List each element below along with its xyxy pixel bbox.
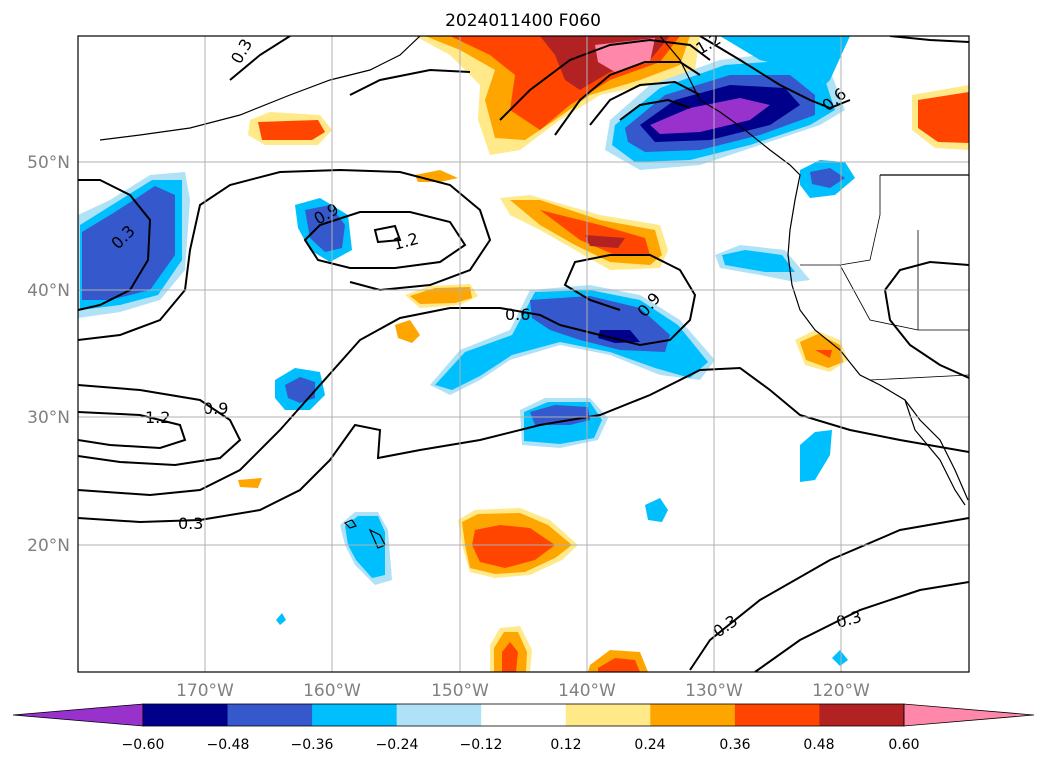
- contour-line: [889, 36, 969, 43]
- colorbar-frame: [142, 703, 905, 727]
- contour-line: [78, 411, 187, 450]
- lon-label: 140°W: [558, 681, 616, 701]
- negative-region: [82, 186, 175, 300]
- positive-region: [585, 235, 625, 248]
- colorbar-tick-label: 0.60: [888, 737, 919, 753]
- lon-label: 130°W: [685, 681, 743, 701]
- colorbar-extend-low: [12, 703, 144, 727]
- positive-region: [598, 658, 640, 672]
- latitude-labels: 50°N 40°N 30°N 20°N: [27, 153, 70, 556]
- colorbar-tick-label: 0.24: [634, 737, 665, 753]
- contour-line: [78, 168, 492, 341]
- lon-label: 170°W: [176, 681, 234, 701]
- lat-label: 20°N: [27, 536, 70, 556]
- contour-line: [619, 98, 691, 121]
- lon-label: 160°W: [303, 681, 361, 701]
- contour-line: [229, 36, 291, 81]
- coastlines: [99, 36, 969, 549]
- negative-region: [810, 168, 845, 188]
- contour-line: [499, 38, 711, 121]
- positive-region: [395, 320, 420, 343]
- contour-line: [884, 260, 969, 291]
- baja-coast: [904, 399, 966, 506]
- shaded-anomalies: [78, 36, 969, 672]
- contour-line: [554, 61, 701, 136]
- north-america-coast: [659, 36, 969, 501]
- negative-region: [276, 613, 286, 625]
- colorbar-tick-label: −0.48: [207, 737, 250, 753]
- longitude-labels: 170°W 160°W 150°W 140°W 130°W 120°W: [176, 681, 870, 701]
- colorbar-segment: [565, 704, 651, 726]
- contour-line: [373, 224, 402, 244]
- lon-label: 150°W: [431, 681, 489, 701]
- contour-label: 0.9: [203, 399, 228, 418]
- positive-region: [540, 210, 650, 255]
- colorbar-segment: [734, 704, 820, 726]
- colorbar-segment: [819, 704, 905, 726]
- contour-line: [78, 366, 969, 524]
- positive-region: [238, 478, 262, 488]
- map-area: 0.3 0.9 1.2 0.6 0.9 0.3 1.2 0.9 0.3 0.3 …: [78, 36, 969, 672]
- positive-region: [815, 350, 832, 358]
- negative-region: [722, 250, 795, 272]
- negative-region: [305, 205, 345, 252]
- lat-label: 40°N: [27, 281, 70, 301]
- colorbar-segment: [396, 704, 482, 726]
- contour-label: 0.6: [505, 305, 530, 324]
- state-border: [800, 175, 881, 266]
- contour-labels: 0.3 0.9 1.2 0.6 0.9 0.3 1.2 0.9 0.3 0.3 …: [107, 36, 863, 641]
- negative-region: [345, 516, 385, 578]
- colorbar-tick-label: −0.12: [460, 737, 503, 753]
- contour-line: [884, 289, 969, 379]
- gridlines: [78, 36, 969, 672]
- colorbar-segment: [312, 704, 398, 726]
- colorbar-segment: [227, 704, 313, 726]
- negative-region: [285, 377, 315, 403]
- positive-region: [918, 92, 969, 143]
- colorbar-extend-high: [903, 703, 1034, 727]
- colorbar-ticks: −0.60 −0.48 −0.36 −0.24 −0.12 0.12 0.24 …: [122, 737, 920, 753]
- negative-region: [650, 98, 770, 134]
- contour-line: [78, 307, 561, 497]
- negative-region: [832, 650, 848, 666]
- contour-lines: [78, 36, 969, 672]
- colorbar-segment: [143, 704, 229, 726]
- negative-region: [598, 330, 640, 343]
- contour-label: 0.3: [178, 514, 203, 533]
- contour-line: [689, 517, 969, 671]
- colorbar-tick-label: −0.60: [122, 737, 165, 753]
- colorbar-segments: [12, 703, 1034, 727]
- colorbar-tick-label: 0.12: [550, 737, 581, 753]
- contour-line: [78, 179, 152, 311]
- negative-region: [800, 430, 832, 482]
- hawaii-island: [343, 519, 357, 529]
- colorbar-tick-label: 0.48: [803, 737, 834, 753]
- colorbar-tick-label: −0.36: [291, 737, 334, 753]
- negative-region: [645, 498, 668, 522]
- us-mexico-border: [869, 374, 969, 381]
- plot-title: 2024011400 F060: [445, 11, 601, 31]
- contour-line: [78, 384, 242, 467]
- lat-label: 50°N: [27, 153, 70, 173]
- colorbar-segment: [650, 704, 736, 726]
- positive-region: [502, 642, 518, 672]
- colorbar-tick-label: −0.24: [376, 737, 419, 753]
- colorbar-segment: [481, 704, 567, 726]
- contour-line: [754, 581, 969, 672]
- map-frame: [77, 35, 970, 673]
- contour-line: [699, 36, 851, 110]
- lon-label: 120°W: [812, 681, 870, 701]
- positive-region: [410, 287, 472, 304]
- contour-line: [349, 68, 471, 96]
- positive-region: [258, 120, 325, 140]
- contour-line: [589, 80, 701, 126]
- positive-region: [472, 525, 555, 568]
- colorbar: −0.60 −0.48 −0.36 −0.24 −0.12 0.12 0.24 …: [12, 703, 1034, 753]
- contour-line: [559, 254, 697, 347]
- colorbar-tick-label: 0.36: [719, 737, 750, 753]
- aleutian-coast: [99, 36, 421, 141]
- lat-label: 30°N: [27, 408, 70, 428]
- contour-line: [303, 211, 467, 269]
